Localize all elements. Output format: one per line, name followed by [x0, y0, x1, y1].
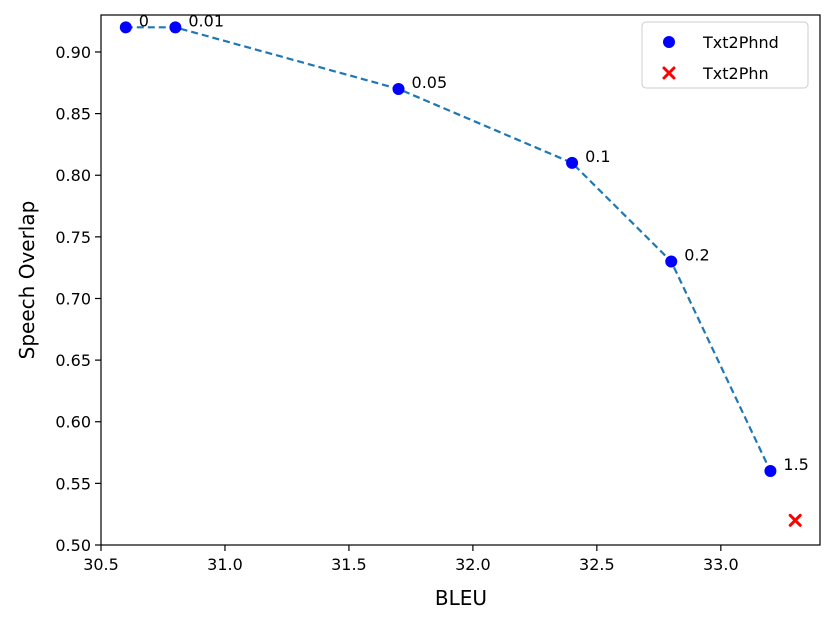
y-tick-label: 0.70 — [55, 289, 91, 308]
data-point — [119, 21, 132, 34]
y-tick-label: 0.80 — [55, 166, 91, 185]
x-tick-label: 33.0 — [703, 555, 739, 574]
y-axis: 0.50 0.55 0.60 0.65 0.70 0.75 0.80 0.85 0.90 — [55, 43, 101, 555]
data-point-label: 0.01 — [188, 11, 224, 30]
data-point — [566, 156, 579, 169]
data-point-x-stroke — [788, 513, 802, 527]
data-point-label: 0.2 — [684, 246, 709, 265]
x-tick-label: 30.5 — [83, 555, 119, 574]
x-tick-label: 31.5 — [331, 555, 367, 574]
y-tick-label: 0.75 — [55, 228, 91, 247]
y-tick-label: 0.55 — [55, 474, 91, 493]
data-point-label: 1.5 — [783, 455, 808, 474]
y-tick-label: 0.85 — [55, 105, 91, 124]
data-point — [764, 465, 777, 478]
plot-background — [101, 15, 820, 545]
y-tick-label: 0.50 — [55, 536, 91, 555]
y-tick-label: 0.90 — [55, 43, 91, 62]
data-point-x — [788, 513, 802, 527]
data-point — [665, 255, 678, 268]
legend-label: Txt2Phn — [702, 64, 769, 83]
y-tick-label: 0.60 — [55, 413, 91, 432]
x-axis: 30.5 31.0 31.5 32.0 32.5 33.0 — [83, 545, 739, 574]
point-label-layer: 0 0.01 0.05 0.1 0.2 1.5 — [139, 11, 809, 474]
data-point-label: 0.05 — [412, 73, 448, 92]
y-axis-title: Speech Overlap — [15, 201, 39, 360]
x-tick-label: 32.5 — [579, 555, 615, 574]
plot-frame — [100, 14, 821, 546]
legend-box — [641, 21, 809, 89]
legend-label: Txt2Phnd — [702, 33, 779, 52]
data-point — [392, 82, 405, 95]
x-tick-label: 31.0 — [207, 555, 243, 574]
data-point-layer — [119, 21, 802, 527]
x-axis-title: BLEU — [435, 586, 487, 610]
data-point — [169, 21, 182, 34]
x-tick-label: 32.0 — [455, 555, 491, 574]
legend: Txt2Phnd Txt2Phn — [641, 21, 809, 89]
data-point-label: 0 — [139, 11, 149, 30]
y-tick-label: 0.65 — [55, 351, 91, 370]
series-line-txt2phnd — [125, 26, 772, 472]
series-line-layer — [125, 26, 772, 472]
data-point-label: 0.1 — [585, 147, 610, 166]
legend-marker-x — [662, 66, 676, 80]
legend-marker-circle — [663, 36, 675, 48]
